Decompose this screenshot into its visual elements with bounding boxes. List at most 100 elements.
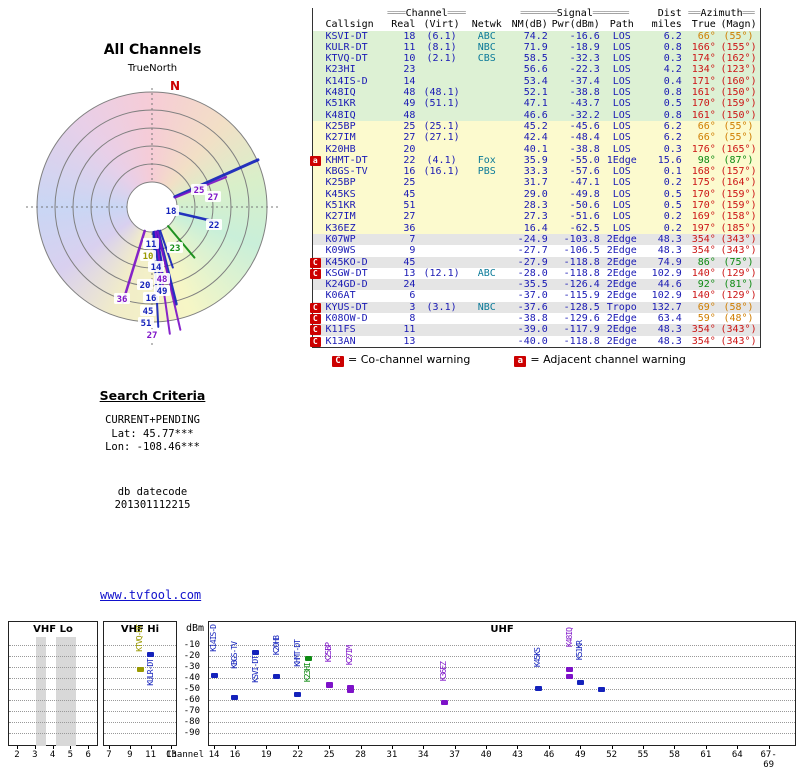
path-cell: LOS: [612, 75, 631, 87]
table-row: K07WP 7 -24.9 -103.8 2Edge 48.3 354° (343°): [312, 233, 761, 246]
radar-channel-label: 27: [147, 331, 158, 341]
table-header-groups: ═══Channel═══ ══════Signal══════ Dist ══Azi…: [313, 8, 761, 19]
nm-cell: 28.3: [523, 200, 548, 212]
band-panel-vhf-lo: VHF Lo: [8, 621, 98, 746]
radar-ring: [54, 109, 250, 305]
radar-channel-label: 51: [141, 319, 152, 329]
virtual-channel-cell: [416, 234, 466, 245]
nm-cell: -35.5: [517, 279, 548, 291]
nm-cell: 47.1: [523, 98, 548, 110]
dbm-gridline: [104, 700, 176, 701]
table-row: K23HI 23 56.6 -22.3 LOS 4.2 134° (123°): [312, 64, 761, 76]
signal-marker: [576, 679, 584, 685]
true-azimuth-cell: 176°: [691, 143, 716, 155]
magnetic-azimuth-cell: (155°): [720, 41, 757, 53]
warning-cell: [313, 110, 325, 121]
callsign-cell: K48IQ: [325, 87, 356, 99]
nm-cell: 42.4: [523, 132, 548, 144]
radar-channel-label: 16: [146, 294, 157, 304]
real-channel-cell: 6: [409, 290, 416, 302]
nm-cell: -28.0: [517, 267, 548, 279]
channel-axis-tick: [705, 746, 707, 749]
distance-cell: 48.3: [657, 233, 682, 245]
channel-axis-label: Channel: [166, 750, 204, 760]
distance-cell: 0.8: [663, 109, 682, 121]
true-azimuth-cell: 98°: [697, 154, 716, 166]
header-group-text: ══: [742, 8, 755, 19]
radar-channel-label-bg: [148, 261, 164, 272]
spectrum-callsign-label: K20HB: [271, 635, 281, 655]
vhf-lo-gray-band: [56, 637, 76, 746]
network-cell: [467, 324, 507, 335]
table-row: KTVQ-DT 10 (2.1) CBS 58.5 -32.3 LOS 0.3 174° (162…: [312, 53, 761, 65]
channel-axis-tick: [234, 746, 236, 749]
search-latitude: Lat: 45.77***: [111, 427, 194, 440]
column-header: Pwr(dBm): [551, 19, 600, 31]
path-cell: LOS: [612, 177, 631, 189]
virtual-channel-cell: (2.1): [426, 53, 457, 65]
dbm-gridline: [209, 711, 795, 712]
search-criteria: Search Criteria CURRENT+PENDING Lat: 45.…: [30, 388, 275, 513]
signal-table: ═══Channel═══ ══════Signal══════ Dist ══Azi…: [309, 8, 762, 348]
table-row: C KSGW-DT 13 (12.1) ABC -28.0 -118.8 2Edge 102.9…: [309, 267, 761, 280]
magnetic-azimuth-cell: (343°): [720, 324, 757, 336]
distance-cell: 0.2: [663, 222, 682, 234]
magnetic-azimuth-cell: (129°): [720, 267, 757, 279]
network-cell: [467, 245, 507, 256]
power-cell: -37.4: [569, 75, 600, 87]
header-signal-group: ══════Signal══════: [507, 8, 643, 19]
channel-axis-tick: [150, 746, 152, 749]
radar-orientation-label: TrueNorth: [127, 63, 178, 74]
callsign-cell: KBGS-TV: [325, 166, 368, 178]
path-cell: LOS: [612, 166, 631, 178]
nm-cell: 52.1: [523, 87, 548, 99]
warning-cell: [313, 121, 325, 132]
distance-cell: 0.8: [663, 87, 682, 99]
tvfool-link[interactable]: www.tvfool.com: [100, 588, 202, 602]
channel-tick-label: 55: [637, 750, 649, 760]
spectrum-callsign-label: K23HI: [303, 662, 313, 682]
power-cell: -45.6: [569, 120, 600, 132]
radar-title: All Channels: [103, 42, 202, 58]
header-azimuth-group: ══Azimuth══: [683, 8, 761, 19]
real-channel-cell: 51: [403, 200, 416, 212]
callsign-cell: K11FS: [325, 324, 356, 336]
network-cell: [467, 200, 507, 211]
true-azimuth-cell: 354°: [691, 335, 716, 347]
header-spacer: [467, 8, 507, 19]
nm-cell: 58.5: [523, 53, 548, 65]
power-cell: -32.2: [569, 109, 600, 121]
radar-channel-label: 36: [117, 295, 128, 305]
path-cell: 2Edge: [606, 245, 637, 257]
spectrum-callsign-label: KTVQ-DT: [135, 625, 145, 652]
nm-cell: 27.3: [523, 211, 548, 223]
virtual-channel-cell: [416, 64, 466, 75]
callsign-cell: KULR-DT: [325, 41, 368, 53]
channel-axis-tick: [171, 746, 173, 749]
co-channel-warning-icon: C: [332, 356, 344, 367]
warning-cell: [313, 31, 325, 42]
nm-cell: 40.1: [523, 143, 548, 155]
warning-cell: [313, 42, 325, 53]
real-channel-cell: 13: [403, 335, 416, 347]
real-channel-cell: 24: [403, 279, 416, 291]
power-cell: -47.1: [569, 177, 600, 189]
dbm-gridline: [104, 656, 176, 657]
nm-cell: 53.4: [523, 75, 548, 87]
callsign-cell: K07WP: [325, 233, 356, 245]
callsign-cell: K23HI: [325, 64, 356, 76]
spectrum-callsign-label: K36EZ: [439, 661, 449, 681]
real-channel-cell: 10: [403, 53, 416, 65]
column-header: Real: [391, 19, 416, 31]
network-cell: [467, 189, 507, 200]
channel-axis-tick: [52, 746, 54, 749]
channel-axis-tick: [768, 746, 770, 749]
real-channel-cell: 23: [403, 64, 416, 76]
callsign-cell: K27IM: [325, 132, 356, 144]
adjacent-warning-icon: a: [514, 356, 527, 367]
magnetic-azimuth-cell: (157°): [720, 166, 757, 178]
radar-channel-label-bg: [191, 184, 207, 195]
column-header: Callsign: [325, 19, 374, 31]
real-channel-cell: 25: [403, 120, 416, 132]
warning-cell: [313, 189, 325, 200]
